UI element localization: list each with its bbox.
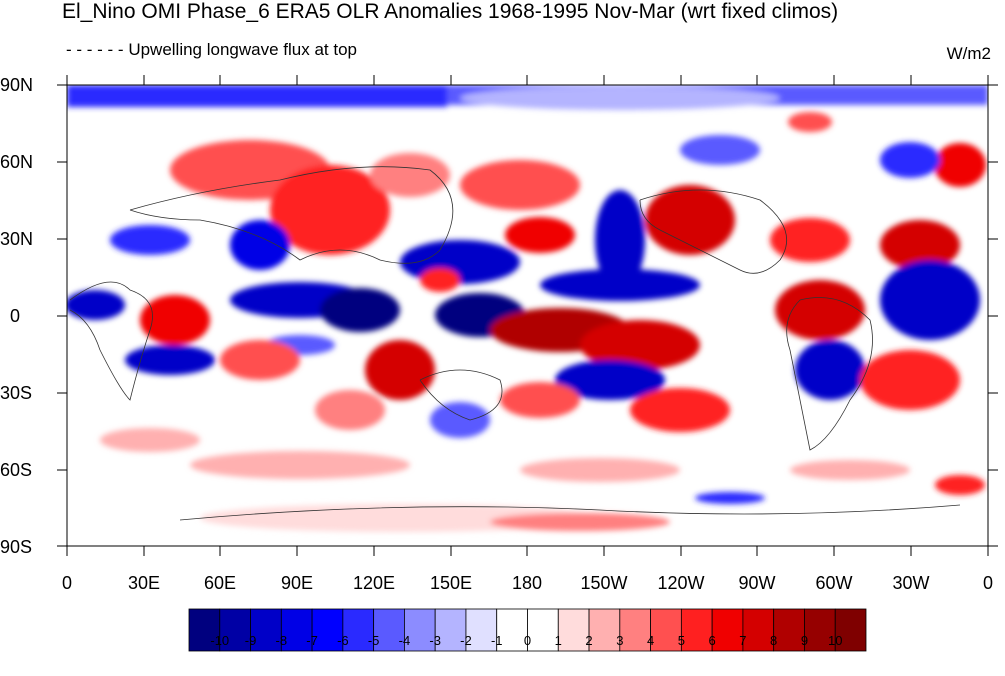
colorbar-tick-label: -5 (368, 633, 380, 648)
colorbar-tick-label: 3 (616, 633, 623, 648)
colorbar-box (774, 609, 805, 651)
colorbar-box (712, 609, 743, 651)
colorbar-tick-label: -3 (429, 633, 441, 648)
colorbar-tick-label: -10 (210, 633, 229, 648)
colorbar-tick-label: 10 (828, 633, 842, 648)
colorbar-tick-label: 6 (709, 633, 716, 648)
colorbar-tick-label: 7 (739, 633, 746, 648)
colorbar-tick-label: 0 (524, 633, 531, 648)
colorbar-tick-label: -4 (399, 633, 411, 648)
colorbar-tick-label: 2 (585, 633, 592, 648)
colorbar-tick-label: 8 (770, 633, 777, 648)
colorbar-tick-label: 5 (678, 633, 685, 648)
colorbar-tick-label: 9 (801, 633, 808, 648)
olr-anomaly-field (65, 85, 988, 546)
colorbar-box (589, 609, 620, 651)
colorbar-tick-label: -2 (460, 633, 472, 648)
colorbar-box (651, 609, 682, 651)
colorbar-tick-label: -7 (306, 633, 318, 648)
colorbar-tick-label: -8 (276, 633, 288, 648)
colorbar-tick-label: 1 (555, 633, 562, 648)
colorbar-tick-label: 4 (647, 633, 654, 648)
colorbar-tick-label: -6 (337, 633, 349, 648)
colorbar-tick-label: -1 (491, 633, 503, 648)
colorbar-tick-label: -9 (245, 633, 257, 648)
